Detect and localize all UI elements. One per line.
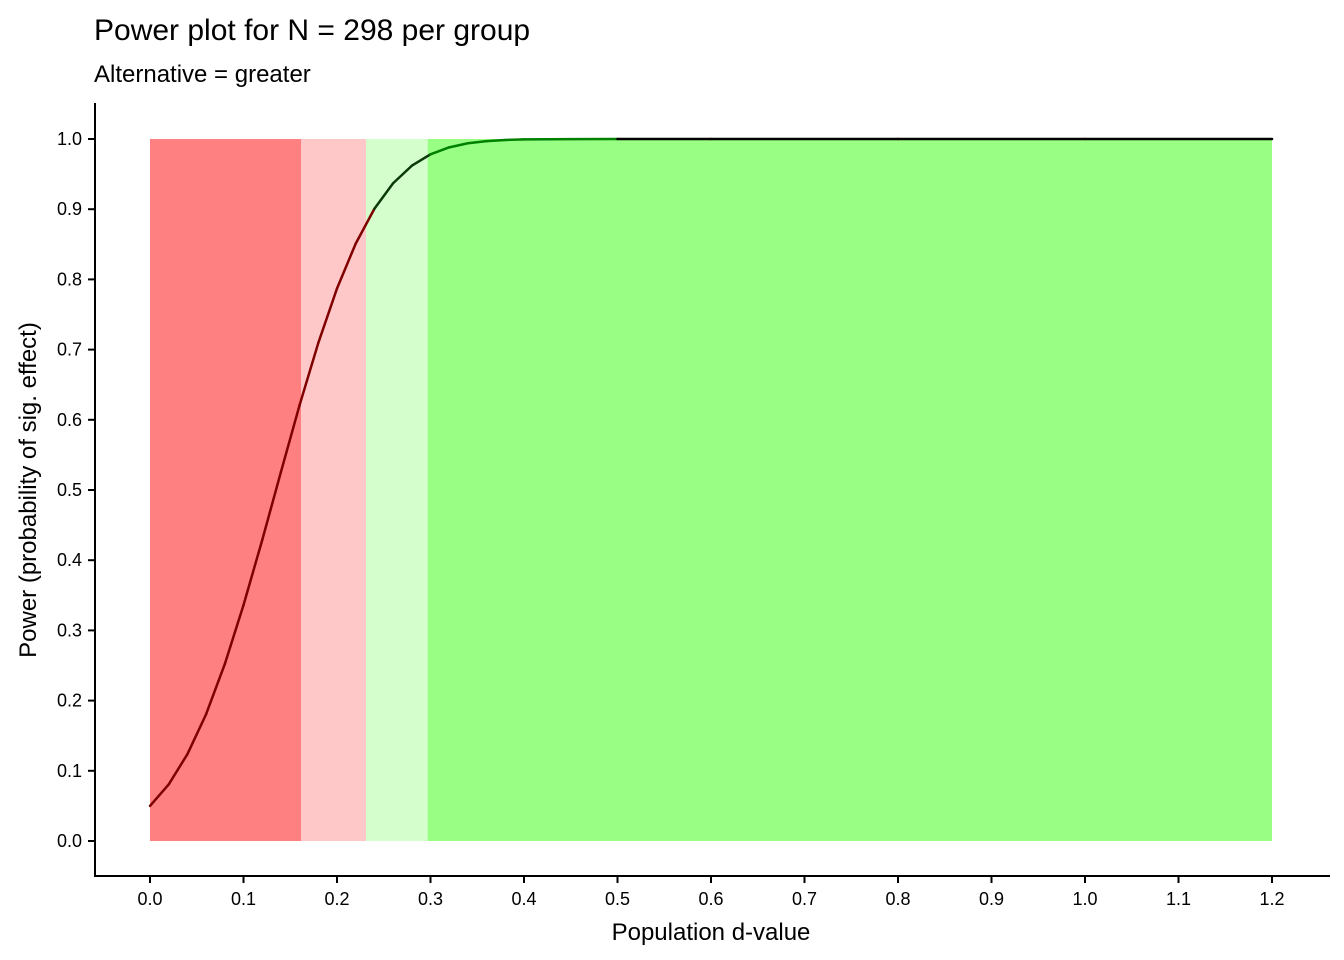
region-2 <box>365 139 428 841</box>
x-ticks: 0.0 0.1 0.2 0.3 0.4 0.5 0.6 0.7 0.8 0.9 1.0 1.1 1.2 <box>137 876 1285 909</box>
curve-segment <box>260 470 283 542</box>
curve-segment <box>429 146 451 156</box>
curve-segment <box>167 752 189 786</box>
x-tick-label: 0.2 <box>324 889 349 909</box>
x-tick-label: 0.8 <box>885 889 910 909</box>
curve-segment <box>223 603 245 666</box>
x-axis-label: Population d-value <box>612 919 811 946</box>
y-tick-label: 0.9 <box>57 199 82 219</box>
curve-segment <box>354 207 376 245</box>
x-tick-label: 0.1 <box>231 889 256 909</box>
y-tick-label: 0.0 <box>57 831 82 851</box>
region-3 <box>427 139 1272 841</box>
x-tick-label: 0.3 <box>418 889 443 909</box>
curve-segment <box>298 341 320 407</box>
chart-subtitle: Alternative = greater <box>94 61 311 88</box>
curve-segment <box>204 662 227 716</box>
power-curve <box>148 137 1274 808</box>
curve-segment <box>242 538 264 607</box>
curve-segment <box>335 242 357 290</box>
y-tick-label: 0.6 <box>57 410 82 430</box>
y-tick-label: 0.8 <box>57 269 82 289</box>
curve-segment <box>148 783 170 808</box>
curve-segment <box>447 142 470 149</box>
curve-segment <box>317 287 339 345</box>
y-tick-label: 0.7 <box>57 340 82 360</box>
x-tick-label: 0.0 <box>137 889 162 909</box>
curve-segment <box>504 138 526 142</box>
x-tick-label: 1.2 <box>1259 889 1284 909</box>
x-tick-label: 0.5 <box>605 889 630 909</box>
y-axis-label: Power (probability of sig. effect) <box>15 322 42 658</box>
curve-segment <box>485 138 507 143</box>
y-tick-label: 0.2 <box>57 691 82 711</box>
curve-segment <box>186 712 208 756</box>
x-tick-label: 0.6 <box>698 889 723 909</box>
x-tick-label: 0.9 <box>979 889 1004 909</box>
x-tick-label: 1.0 <box>1072 889 1097 909</box>
y-ticks: 0.0 0.1 0.2 0.3 0.4 0.5 0.6 0.7 0.8 0.9 1.0 <box>57 129 95 851</box>
region-1 <box>301 139 366 841</box>
x-tick-label: 0.7 <box>792 889 817 909</box>
curve-segment <box>391 164 414 185</box>
x-tick-label: 0.4 <box>511 889 536 909</box>
y-tick-label: 1.0 <box>57 129 82 149</box>
y-tick-label: 0.1 <box>57 761 82 781</box>
curve-segment <box>279 403 301 474</box>
curve-segment <box>373 181 395 211</box>
y-tick-label: 0.3 <box>57 620 82 640</box>
curve-segment <box>466 139 488 145</box>
chart-title: Power plot for N = 298 per group <box>94 14 530 47</box>
y-tick-label: 0.4 <box>57 550 82 570</box>
curve-segment <box>410 153 432 167</box>
x-tick-label: 1.1 <box>1166 889 1191 909</box>
region-0 <box>150 139 302 841</box>
y-tick-label: 0.5 <box>57 480 82 500</box>
regions <box>150 139 1272 841</box>
